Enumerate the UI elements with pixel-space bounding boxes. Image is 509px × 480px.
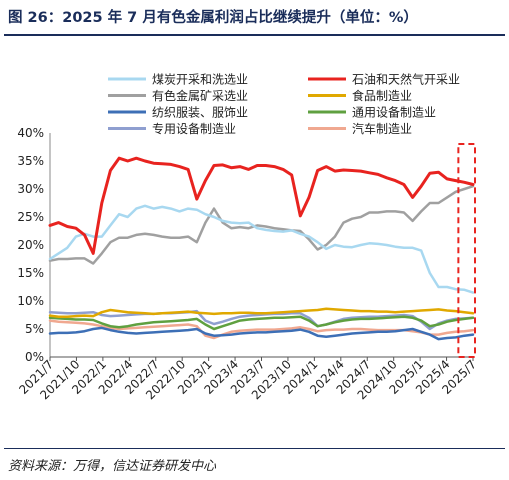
chart-title: 图 26：2025 年 7 月有色金属利润占比继续提升（单位：%） xyxy=(8,10,418,26)
legend-label: 煤炭开采和洗选业 xyxy=(152,73,248,87)
series-line xyxy=(48,309,475,331)
y-tick-label: 15% xyxy=(17,266,44,280)
y-axis: 0% 5% 10% 15% 20% 25% 30% 35% 40% xyxy=(17,126,51,364)
legend-label: 专用设备制造业 xyxy=(152,121,236,136)
y-tick-label: 10% xyxy=(17,294,44,308)
x-axis: 2021/72021/102022/12022/42022/72022/1020… xyxy=(16,356,479,402)
legend-label: 纺织服装、服饰业 xyxy=(152,106,248,120)
y-tick-label: 25% xyxy=(17,210,44,224)
series-line xyxy=(48,315,475,331)
legend-label: 汽车制造业 xyxy=(352,121,412,136)
y-tick-label: 0% xyxy=(25,350,44,364)
y-tick-label: 5% xyxy=(25,322,44,336)
series-line xyxy=(48,156,475,255)
legend-label: 通用设备制造业 xyxy=(352,106,436,120)
y-tick-label: 30% xyxy=(17,182,44,196)
y-tick-label: 40% xyxy=(17,126,44,140)
series-line xyxy=(48,326,475,341)
source-note: 资料来源：万得，信达证券研发中心 xyxy=(8,459,217,474)
series-line xyxy=(48,184,475,265)
y-tick-label: 35% xyxy=(17,154,44,168)
series-line xyxy=(48,307,475,318)
series-line xyxy=(48,204,475,294)
legend-label: 食品制造业 xyxy=(352,88,412,103)
title-divider xyxy=(4,34,505,36)
highlight-box xyxy=(457,143,476,358)
footer-divider xyxy=(4,448,505,449)
y-tick-label: 20% xyxy=(17,238,44,252)
legend-label: 有色金属矿采选业 xyxy=(152,88,248,103)
series-lines xyxy=(48,156,475,341)
legend-label: 石油和天然气开采业 xyxy=(352,72,460,87)
